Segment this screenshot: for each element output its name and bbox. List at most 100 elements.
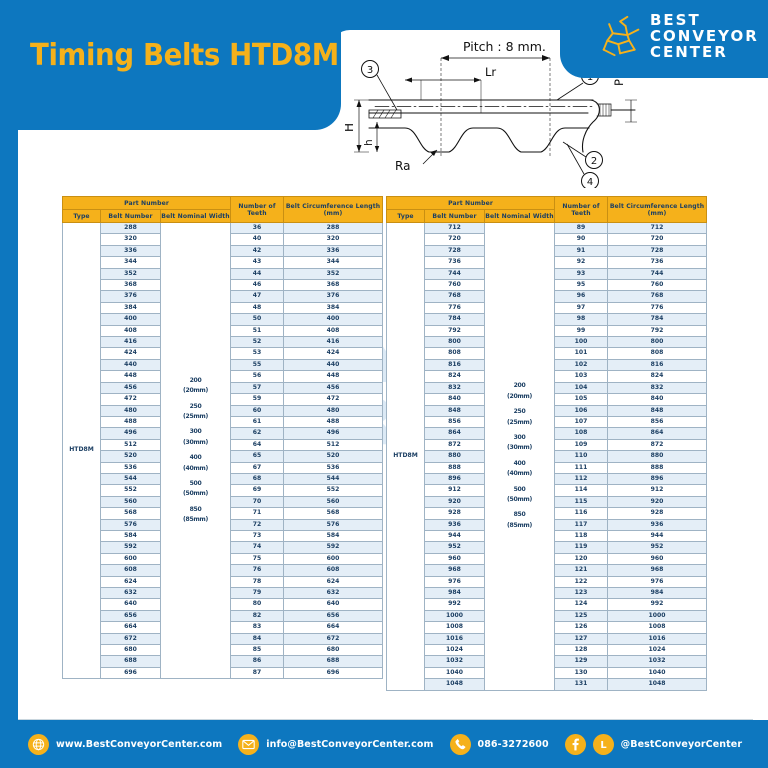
- table-row: 640 80 640: [63, 598, 383, 611]
- cell-teeth: 64: [230, 438, 284, 452]
- table-row: 400 50 400: [63, 313, 383, 326]
- footer-bar: www.BestConveyorCenter.com info@BestConv…: [0, 720, 768, 768]
- col-header-teeth: Number of Teeth: [230, 196, 284, 223]
- cell-teeth: 119: [554, 541, 608, 554]
- cell-circumference: 472: [283, 393, 383, 406]
- width-unit: (50mm): [183, 490, 208, 498]
- cell-belt-number: 1040: [424, 666, 485, 680]
- table-row: 792 99 792: [387, 324, 707, 338]
- cell-circumference: 792: [607, 324, 707, 338]
- line-icon[interactable]: L: [592, 733, 614, 755]
- width-value: 400: [189, 454, 202, 462]
- cell-circumference: 608: [283, 564, 383, 577]
- cell-circumference: 960: [607, 552, 707, 566]
- cell-belt-number: 472: [100, 393, 161, 406]
- table-row: 480 60 480: [63, 404, 383, 417]
- svg-text:2: 2: [591, 156, 597, 167]
- cell-teeth: 89: [554, 221, 608, 235]
- col-header-nominal-width: Belt Nominal Width: [484, 209, 555, 223]
- table-body-left: HTD8M 288 200 (20mm) 250 (25mm) 300 (30mm) 400 (4…: [62, 221, 383, 680]
- footer-website[interactable]: www.BestConveyorCenter.com: [56, 738, 223, 750]
- table-column-header-row: Type Belt Number Belt Nominal Width: [62, 209, 383, 223]
- table-row: HTD8M 288 200 (20mm) 250 (25mm) 300 (30mm) 400 (4…: [62, 221, 383, 680]
- facebook-icon[interactable]: [564, 733, 586, 755]
- cell-teeth: 78: [230, 575, 284, 589]
- table-group-header-row: Part Number Number of Teeth Belt Circumf…: [62, 196, 383, 223]
- width-unit: (85mm): [183, 516, 208, 524]
- table-row: 416 52 416: [63, 336, 383, 349]
- cell-teeth: 128: [554, 644, 608, 657]
- cell-circumference: 800: [607, 336, 707, 349]
- cell-teeth: 99: [554, 324, 608, 338]
- cell-belt-number: 792: [424, 324, 485, 338]
- cell-teeth: 124: [554, 598, 608, 611]
- width-unit: (20mm): [507, 392, 532, 400]
- brand-logo: BEST CONVEYOR CENTER: [600, 12, 759, 60]
- cell-teeth: 125: [554, 609, 608, 623]
- cell-belt-number: 336: [100, 244, 161, 258]
- cell-belt-number: 712: [424, 221, 485, 235]
- cell-belt-number: 680: [100, 644, 161, 657]
- footer-social[interactable]: @BestConveyorCenter: [620, 738, 743, 750]
- cell-teeth: 46: [230, 279, 284, 292]
- width-value: 200: [189, 376, 202, 384]
- cell-circumference: 496: [283, 427, 383, 440]
- cell-circumference: 440: [283, 358, 383, 372]
- callout-3: 3: [361, 60, 398, 111]
- cell-circumference: 920: [607, 495, 707, 509]
- cell-teeth: 76: [230, 564, 284, 577]
- width-value: 850: [189, 505, 202, 513]
- cell-teeth: 69: [230, 484, 284, 497]
- cell-circumference: 720: [607, 233, 707, 246]
- width-unit: (25mm): [183, 412, 208, 420]
- table-row: 608 76 608: [63, 564, 383, 577]
- cell-belt-number: 624: [100, 575, 161, 589]
- cell-circumference: 864: [607, 427, 707, 440]
- cell-belt-number: 1048: [424, 678, 485, 691]
- cell-teeth: 36: [230, 221, 284, 235]
- globe-icon: [28, 733, 49, 755]
- cell-teeth: 40: [230, 233, 284, 246]
- group-header-part-number: Part Number: [62, 196, 231, 210]
- cell-teeth: 83: [230, 621, 284, 634]
- table-row: 336 42 336: [63, 244, 383, 258]
- cell-belt-number: 584: [100, 529, 161, 543]
- table-row: 408 51 408: [63, 324, 383, 338]
- table-row: 984 123 984: [387, 586, 707, 600]
- cell-circumference: 1008: [607, 621, 707, 634]
- cell-belt-number: 424: [100, 347, 161, 360]
- table-row: 872 109 872: [387, 438, 707, 452]
- cell-belt-number: 1016: [424, 632, 485, 646]
- cell-belt-number: 824: [424, 370, 485, 383]
- cell-belt-number: 960: [424, 552, 485, 566]
- cell-belt-number: 456: [100, 381, 161, 395]
- cell-circumference: 832: [607, 381, 707, 395]
- footer-phone[interactable]: 086-3272600: [477, 738, 549, 750]
- cell-circumference: 560: [283, 495, 383, 509]
- cell-circumference: 288: [283, 221, 383, 235]
- cell-circumference: 672: [283, 632, 383, 646]
- col-header-type: Type: [62, 209, 101, 223]
- cell-teeth: 60: [230, 404, 284, 417]
- cell-belt-number: 936: [424, 518, 485, 531]
- cell-circumference: 736: [607, 256, 707, 269]
- svg-text:4: 4: [587, 177, 593, 188]
- cell-circumference: 1000: [607, 609, 707, 623]
- table-row: HTD8M 712 200 (20mm) 250 (25mm) 300 (30mm) 400 (4…: [386, 221, 707, 691]
- cell-circumference: 408: [283, 324, 383, 338]
- cell-circumference: 448: [283, 370, 383, 383]
- footer-email[interactable]: info@BestConveyorCenter.com: [266, 738, 434, 750]
- width-value: 500: [189, 479, 202, 487]
- cell-circumference: 696: [283, 666, 383, 680]
- cell-circumference: 344: [283, 256, 383, 269]
- cell-belt-number: 984: [424, 586, 485, 600]
- cell-teeth: 122: [554, 575, 608, 589]
- logo-line-2: CONVEYOR: [650, 27, 759, 45]
- table-row: 760 95 760: [387, 279, 707, 292]
- cell-teeth: 111: [554, 461, 608, 474]
- h-small-label: h: [363, 139, 375, 146]
- cell-belt-number: 656: [100, 609, 161, 623]
- cell-teeth: 42: [230, 244, 284, 258]
- cell-circumference: 664: [283, 621, 383, 634]
- cell-teeth: 120: [554, 552, 608, 566]
